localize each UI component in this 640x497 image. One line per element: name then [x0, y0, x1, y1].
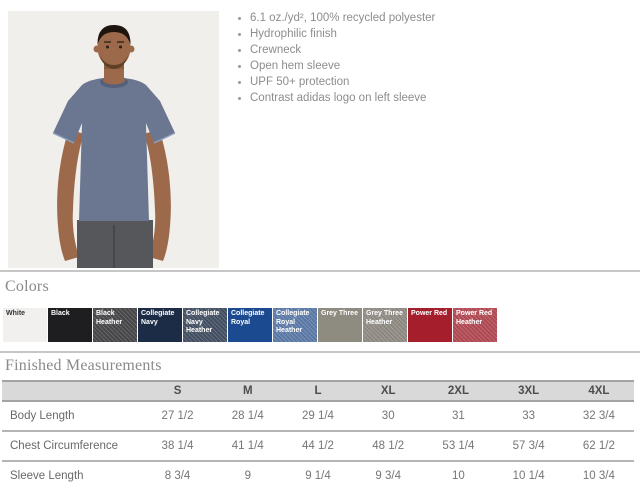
color-swatch-grey-three-heather[interactable]: Grey Three Heather	[363, 308, 407, 342]
size-header-row: S M L XL 2XL 3XL 4XL	[2, 380, 634, 402]
feature-item: Hydrophilic finish	[250, 26, 435, 42]
size-header-spacer	[2, 380, 143, 402]
section-divider	[0, 270, 640, 272]
measurement-value: 28 1/4	[231, 410, 264, 422]
colors-section-title: Colors	[5, 278, 49, 295]
measurement-label: Chest Circumference	[10, 440, 119, 452]
measurement-value: 29 1/4	[301, 410, 334, 422]
measurements-section-title: Finished Measurements	[5, 357, 162, 374]
measurement-row: Body Length 27 1/2 28 1/4 29 1/4 30 31 33 32 3/…	[2, 401, 634, 431]
swatch-label: Grey Three	[321, 310, 358, 317]
measurement-value: 8 3/4	[164, 470, 191, 482]
swatch-label: Collegiate Royal Heather	[276, 310, 310, 334]
measurement-value: 31	[452, 410, 465, 422]
measurement-value: 10	[452, 470, 465, 482]
measurements-table: S M L XL 2XL 3XL 4XL Body Length 27 1/2 28 1/4 29…	[2, 380, 634, 490]
measurement-value: 62 1/2	[582, 440, 615, 452]
color-swatch-grey-three[interactable]: Grey Three	[318, 308, 362, 342]
measurement-value: 38 1/4	[161, 440, 194, 452]
feature-item: Contrast adidas logo on left sleeve	[250, 90, 435, 106]
swatch-label: White	[6, 310, 26, 317]
measurement-value: 9	[244, 470, 251, 482]
color-swatch-list: White Black Black Heather Collegiate Navy Co…	[3, 308, 497, 342]
swatch-label: Power Red Heather	[456, 310, 493, 326]
measurement-value: 33	[522, 410, 536, 422]
section-divider	[0, 351, 640, 353]
measurement-label: Sleeve Length	[10, 470, 84, 482]
feature-item: Crewneck	[250, 42, 435, 58]
size-column-header: 2XL	[423, 380, 494, 402]
color-swatch-power-red-heather[interactable]: Power Red Heather	[453, 308, 497, 342]
feature-item: 6.1 oz./yd², 100% recycled polyester	[250, 10, 435, 26]
color-swatch-black-heather[interactable]: Black Heather	[93, 308, 137, 342]
feature-item: UPF 50+ protection	[250, 74, 435, 90]
swatch-label: Power Red	[411, 310, 448, 317]
swatch-label: Collegiate Royal	[231, 310, 265, 326]
feature-list: 6.1 oz./yd², 100% recycled polyesterHydr…	[236, 10, 435, 106]
size-column-header: S	[142, 380, 213, 402]
measurement-row: Chest Circumference 38 1/4 41 1/4 44 1/2 48 …	[2, 431, 634, 461]
size-column-header: M	[212, 380, 283, 402]
feature-item: Open hem sleeve	[250, 58, 435, 74]
color-swatch-collegiate-royal[interactable]: Collegiate Royal	[228, 308, 272, 342]
measurement-value: 44 1/2	[301, 440, 334, 452]
swatch-label: Collegiate Navy	[141, 310, 175, 326]
color-swatch-collegiate-navy-heather[interactable]: Collegiate Navy Heather	[183, 308, 227, 342]
measurement-value: 57 3/4	[512, 440, 545, 452]
color-swatch-white[interactable]: White	[3, 308, 47, 342]
swatch-label: Black Heather	[96, 310, 123, 326]
measurement-value: 30	[381, 410, 395, 422]
swatch-label: Collegiate Navy Heather	[186, 310, 220, 334]
size-column-header: XL	[353, 380, 424, 402]
measurement-value: 41 1/4	[231, 440, 264, 452]
model-wearing-tshirt-image	[8, 11, 219, 268]
product-photo	[8, 11, 219, 268]
measurement-value: 48 1/2	[372, 440, 405, 452]
measurement-value: 10 3/4	[582, 470, 615, 482]
swatch-label: Grey Three Heather	[366, 310, 403, 326]
measurement-row: Sleeve Length 8 3/4 9 9 1/4 9 3/4 10 10 1/4 10 …	[2, 461, 634, 490]
measurement-value: 9 1/4	[305, 470, 331, 482]
color-swatch-power-red[interactable]: Power Red	[408, 308, 452, 342]
measurement-value: 9 3/4	[375, 470, 401, 482]
size-column-header: 3XL	[493, 380, 564, 402]
size-column-header: L	[282, 380, 354, 402]
color-swatch-collegiate-navy[interactable]: Collegiate Navy	[138, 308, 182, 342]
measurement-label: Body Length	[10, 410, 75, 422]
color-swatch-black[interactable]: Black	[48, 308, 92, 342]
measurement-value: 53 1/4	[442, 440, 475, 452]
color-swatch-collegiate-royal-heather[interactable]: Collegiate Royal Heather	[273, 308, 317, 342]
measurement-value: 27 1/2	[161, 410, 194, 422]
swatch-label: Black	[51, 310, 70, 317]
measurement-value: 32 3/4	[582, 410, 615, 422]
size-column-header: 4XL	[563, 380, 634, 402]
measurement-value: 10 1/4	[512, 470, 545, 482]
